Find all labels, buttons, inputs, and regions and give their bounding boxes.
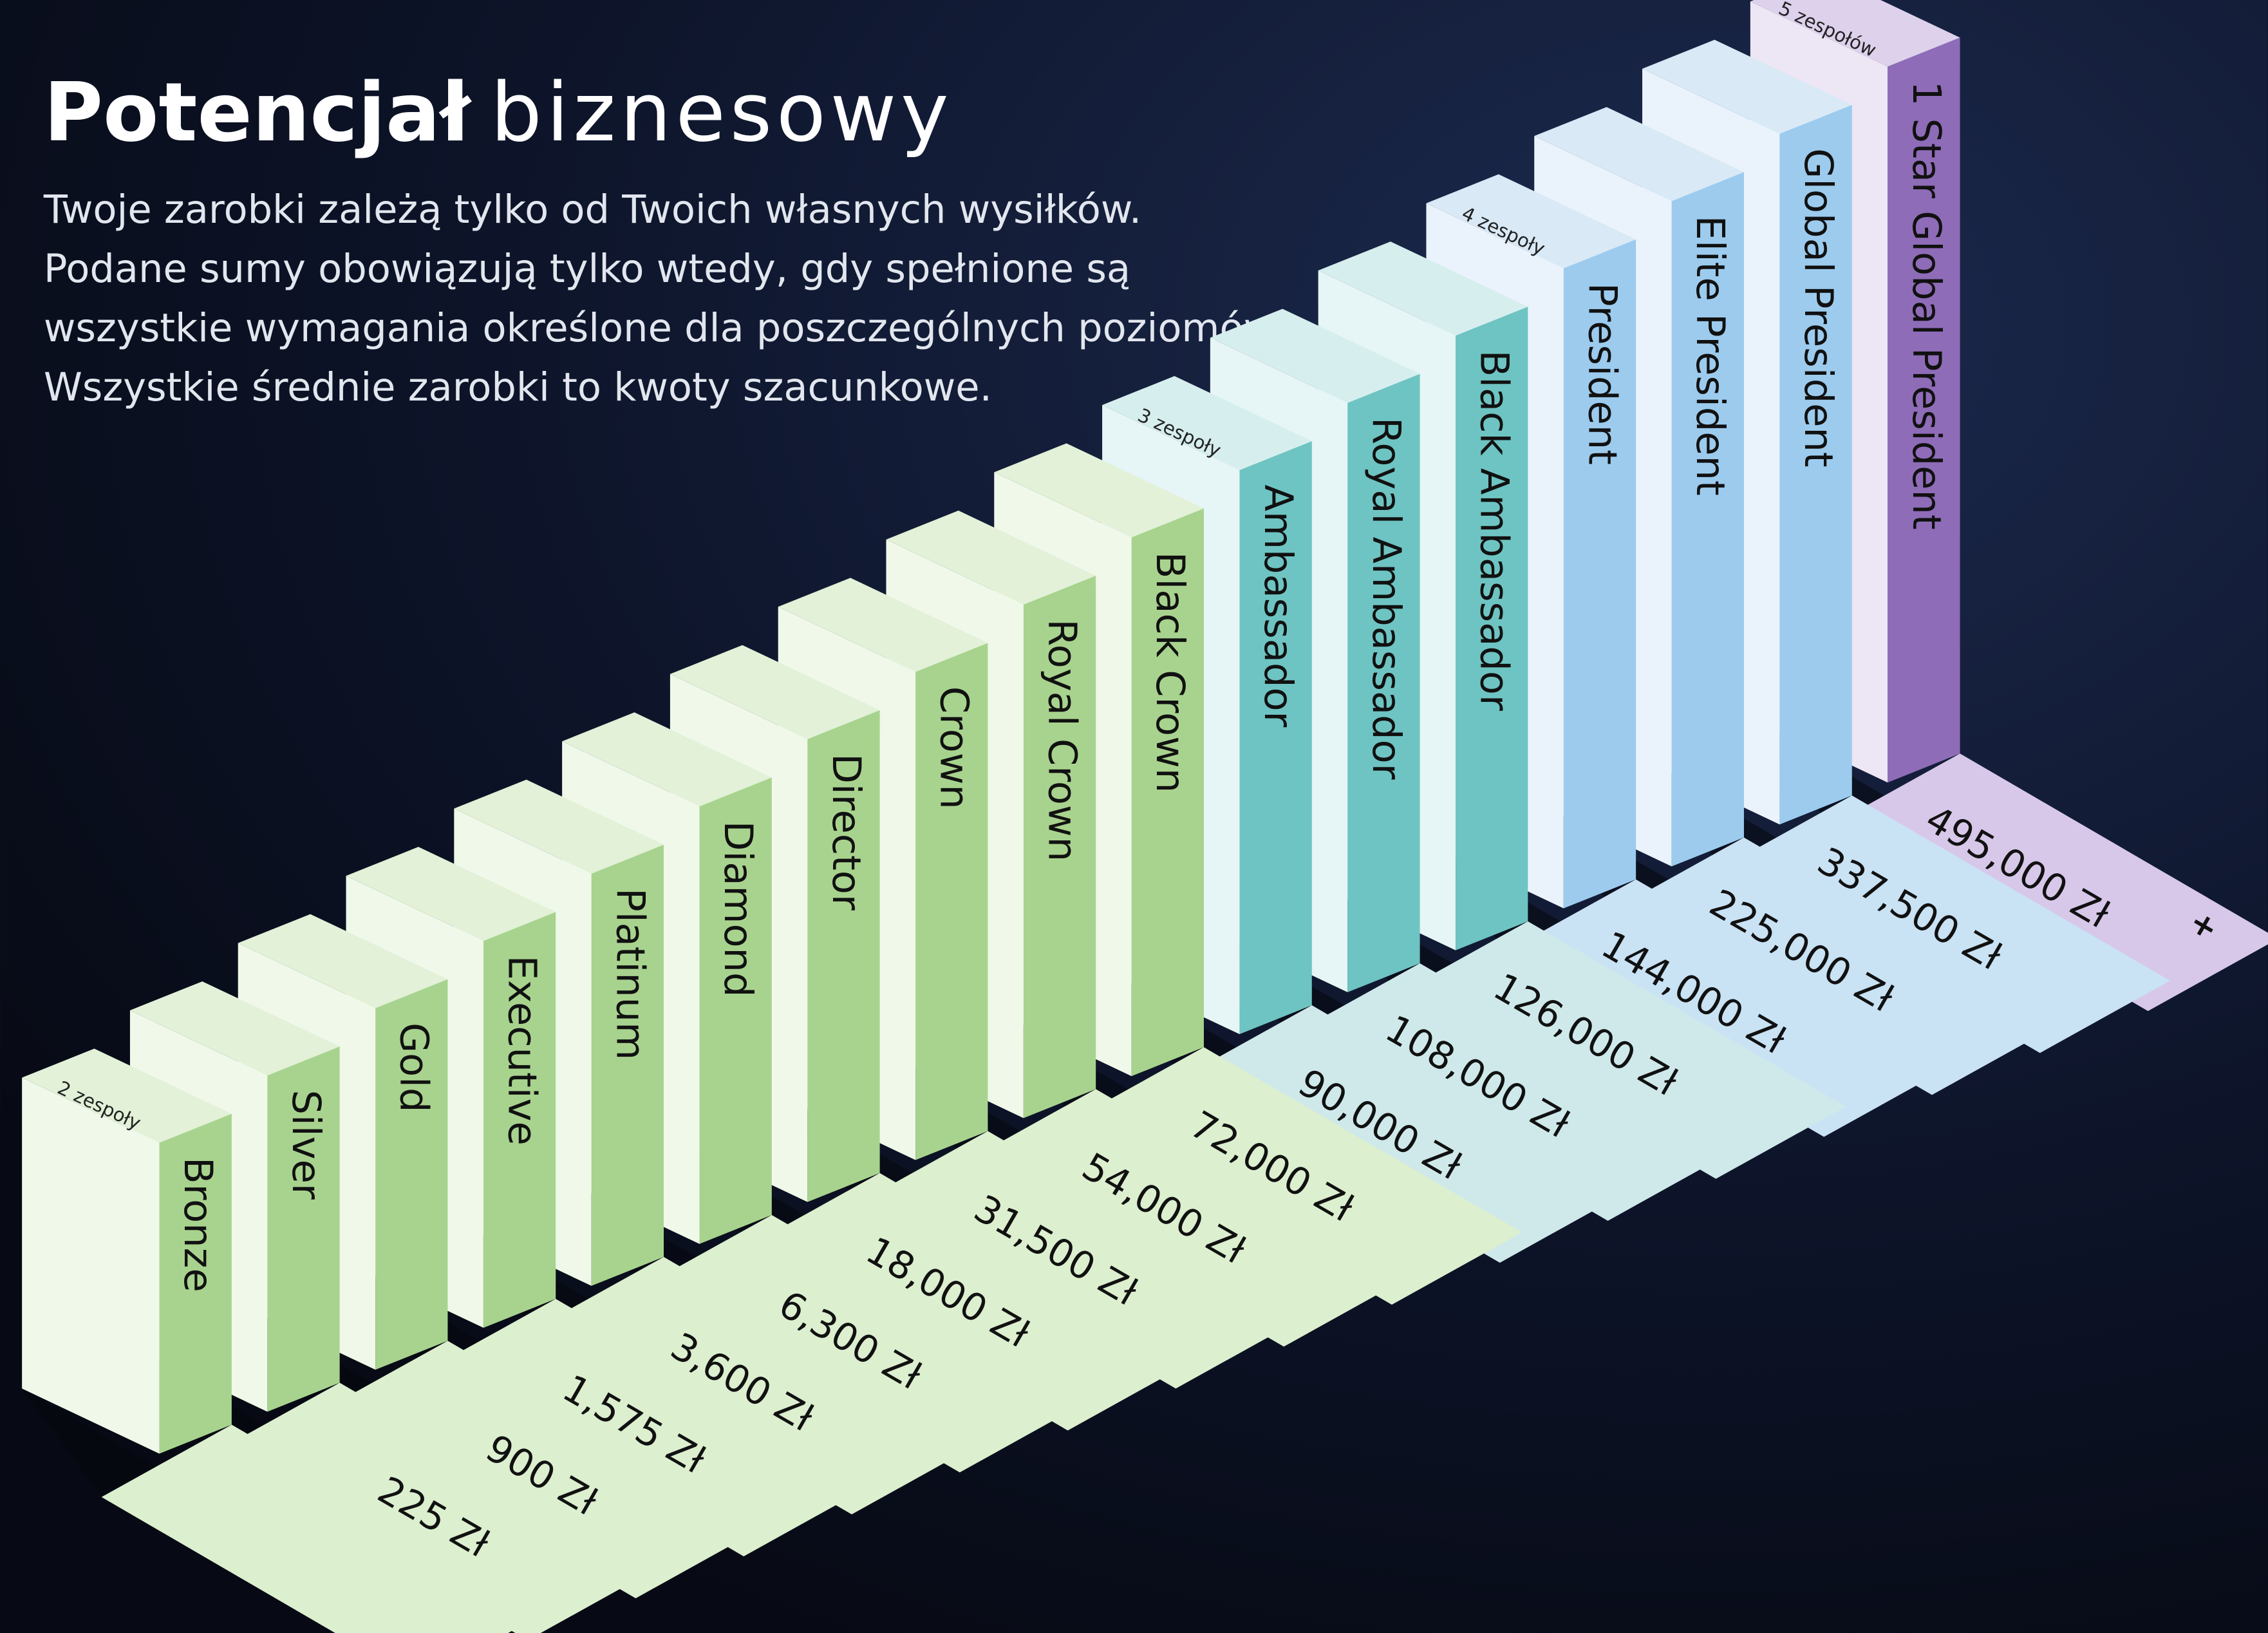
title-bold: Potencjał <box>44 65 473 160</box>
floor-strip <box>317 1341 766 1599</box>
bar-side <box>591 844 664 1286</box>
floor-strip <box>1721 795 2170 1053</box>
bar-top <box>238 914 448 1008</box>
level-name: Bronze <box>175 1157 220 1292</box>
description-line: Podane sumy obowiązują tylko wtedy, gdy … <box>44 247 1130 292</box>
bar-side <box>1239 441 1312 1035</box>
bar-side <box>1023 576 1096 1119</box>
bar-top <box>994 443 1204 538</box>
level-name: 1 Star Global President <box>1904 81 1949 530</box>
bar-top <box>1102 376 1312 471</box>
bar-top <box>562 712 772 807</box>
floor-strip <box>641 1214 1090 1473</box>
floor-strip <box>533 1256 982 1515</box>
bar-top <box>778 578 988 672</box>
level-name: Black Ambassador <box>1472 350 1517 711</box>
description-line: wszystkie wymagania określone dla poszcz… <box>44 306 1284 351</box>
level-name: Elite President <box>1687 216 1732 496</box>
description: Twoje zarobki zależą tylko od Twoich wła… <box>43 187 1284 410</box>
floor-strip <box>1289 963 1738 1221</box>
bar-side <box>483 912 556 1328</box>
level-name: Silver <box>283 1090 328 1200</box>
floor-strip <box>749 1173 1198 1431</box>
level-name: Ambassador <box>1255 484 1300 727</box>
level-name: Director <box>823 753 868 911</box>
level-name: Royal Crown <box>1039 619 1084 862</box>
title: Potencjał biznesowy <box>44 65 953 160</box>
description-line: Twoje zarobki zależą tylko od Twoich wła… <box>43 187 1141 232</box>
bar-side <box>699 777 772 1244</box>
floor-strip <box>966 1089 1414 1347</box>
bar-top <box>1750 0 1960 67</box>
bar-top <box>1534 107 1744 202</box>
floor-strip <box>1613 837 2063 1095</box>
bar-top <box>1426 174 1636 269</box>
floor-strip <box>1181 1005 1630 1263</box>
bar-side <box>807 710 880 1202</box>
level-name: President <box>1579 283 1624 465</box>
bar-side <box>1779 104 1852 825</box>
bar-top <box>454 779 664 874</box>
bar-top <box>886 510 1096 605</box>
bar-top <box>670 645 880 739</box>
bar-side <box>1563 239 1636 909</box>
bar-side <box>1347 373 1420 992</box>
bar-side <box>1671 172 1744 867</box>
bar-side <box>1456 307 1528 950</box>
bar-top <box>22 1048 232 1143</box>
level-name: Platinum <box>607 888 652 1060</box>
floor-strip <box>209 1383 658 1633</box>
floor-strip <box>1830 753 2268 1012</box>
level-name: Royal Ambassador <box>1364 417 1409 780</box>
level-name: Executive <box>499 956 544 1146</box>
description-line: Wszystkie średnie zarobki to kwoty szacu… <box>44 365 992 410</box>
floor-strip <box>1506 879 1954 1137</box>
bar-side <box>1131 508 1204 1077</box>
bar-side <box>267 1046 340 1412</box>
level-name: Crown <box>932 686 977 809</box>
level-name: Global President <box>1795 148 1841 467</box>
bar-side <box>915 643 988 1160</box>
level-name: Black Crown <box>1147 552 1192 793</box>
bar-top <box>1210 308 1420 403</box>
bar-front <box>22 1077 160 1454</box>
floor-strip <box>101 1424 550 1633</box>
floor-strip <box>426 1299 874 1556</box>
level-name: Diamond <box>715 821 760 997</box>
bar-side <box>1888 37 1960 783</box>
floor-strip <box>1398 921 1846 1179</box>
bar-top <box>1318 241 1528 336</box>
bar-top <box>346 847 556 941</box>
bar-side <box>159 1113 232 1454</box>
floor-strip <box>858 1131 1306 1389</box>
level-name: Gold <box>391 1023 436 1112</box>
bar-top <box>129 981 340 1076</box>
bar-top <box>1642 39 1852 134</box>
title-light: biznesowy <box>491 65 953 160</box>
floor-strip <box>1073 1047 1523 1305</box>
bar-side <box>375 979 448 1370</box>
